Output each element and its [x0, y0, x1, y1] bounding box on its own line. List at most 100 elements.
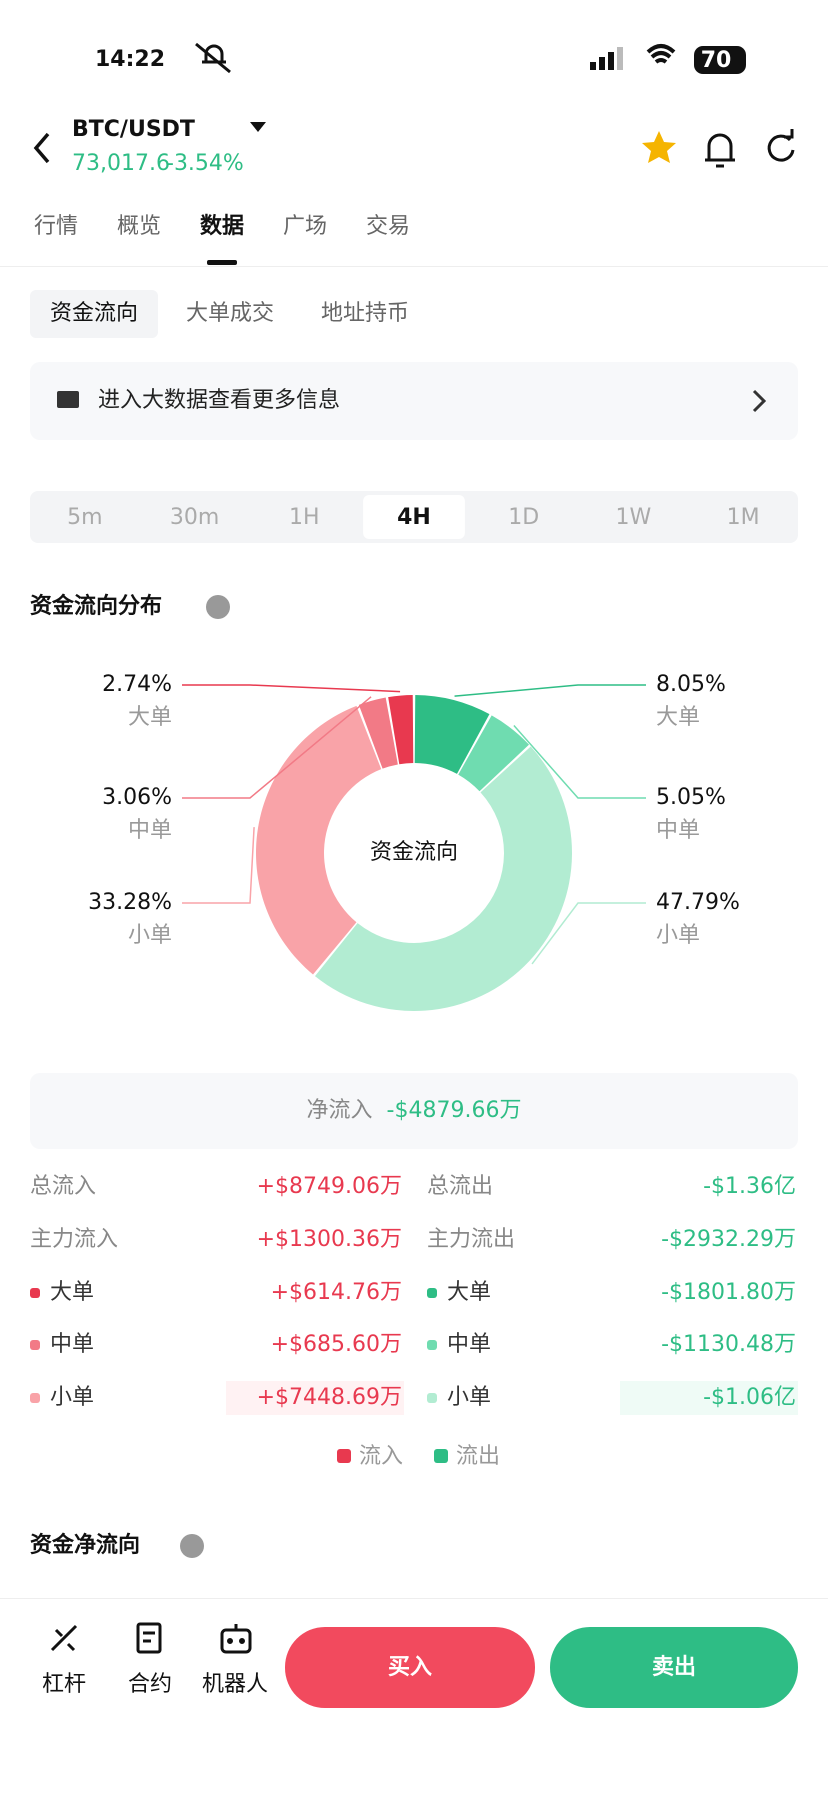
subtab[interactable]: 地址持币 — [321, 301, 409, 326]
donut-center-label: 资金流向 — [370, 840, 458, 865]
flow-label: 中单 — [447, 1332, 491, 1357]
value-highlight — [226, 1381, 404, 1415]
alert-bell[interactable] — [705, 133, 735, 168]
legend-dot — [427, 1340, 437, 1350]
donut-slice — [414, 695, 490, 774]
period-option[interactable]: 1W — [616, 505, 652, 530]
sell-label[interactable]: 卖出 — [652, 1654, 696, 1680]
donut-slice — [358, 697, 398, 769]
tab[interactable]: 行情 — [34, 214, 78, 239]
donut-slice — [388, 695, 414, 765]
legend-swatch — [337, 1449, 351, 1463]
banner-icon — [57, 391, 79, 408]
pair-title[interactable]: BTC/USDT — [72, 117, 195, 142]
legend-dot — [30, 1340, 40, 1350]
flow-label: 大单 — [50, 1280, 94, 1305]
leader-line — [531, 902, 646, 965]
dropdown-icon[interactable] — [250, 122, 266, 132]
slice-value-label: 2.74% — [102, 672, 172, 697]
subtab[interactable]: 大单成交 — [186, 301, 274, 326]
leader-line — [454, 684, 646, 697]
flow-value: -$1.36亿 — [703, 1174, 796, 1199]
slice-value-label: 8.05% — [656, 672, 726, 697]
sell-button[interactable] — [550, 1627, 798, 1708]
period-active-bg — [363, 495, 465, 539]
tab[interactable]: 概览 — [117, 214, 161, 239]
slice-category: 小单 — [128, 923, 172, 948]
mute-icon — [195, 42, 231, 74]
slice-category: 中单 — [128, 818, 172, 843]
divider — [0, 1598, 828, 1599]
flow-value: -$2932.29万 — [661, 1227, 796, 1252]
banner-text[interactable]: 进入大数据查看更多信息 — [98, 388, 340, 413]
net-flow-box — [30, 1073, 798, 1149]
flow-value: +$614.76万 — [271, 1280, 402, 1305]
tool-label[interactable]: 杠杆 — [42, 1672, 86, 1697]
slice-category: 大单 — [656, 705, 700, 730]
banner-chevron — [752, 389, 767, 413]
buy-label[interactable]: 买入 — [388, 1655, 432, 1680]
signal-icon — [590, 47, 623, 70]
donut-slice — [458, 715, 530, 792]
back-button[interactable] — [33, 132, 50, 164]
net-flow: 净流入 -$4879.66万 — [307, 1098, 522, 1123]
flow-value: -$1.06亿 — [703, 1385, 796, 1410]
tab[interactable]: 广场 — [283, 214, 327, 239]
tool-label[interactable]: 机器人 — [202, 1672, 268, 1697]
tab-underline — [207, 260, 237, 265]
leader-line — [182, 684, 401, 693]
donut-slice — [255, 705, 382, 975]
period-option[interactable]: 4H — [397, 505, 431, 530]
net-flow-label: 净流入 — [307, 1098, 373, 1123]
flow-label: 小单 — [50, 1385, 94, 1410]
legend-dot — [427, 1288, 437, 1298]
buy-button[interactable] — [285, 1627, 535, 1708]
info-icon[interactable] — [206, 595, 230, 619]
battery-level: 70 — [701, 48, 732, 73]
divider — [0, 266, 828, 267]
flow-value: -$1130.48万 — [661, 1332, 796, 1357]
legend-dot — [30, 1393, 40, 1403]
period-option[interactable]: 1M — [727, 505, 760, 530]
legend-dot — [427, 1393, 437, 1403]
leader-line — [182, 827, 255, 904]
tab[interactable]: 交易 — [366, 214, 410, 239]
status-time: 14:22 — [95, 47, 165, 72]
flow-label: 总流入 — [30, 1174, 96, 1199]
slice-category: 小单 — [656, 923, 700, 948]
info-icon[interactable] — [180, 1534, 204, 1558]
flow-value: +$1300.36万 — [257, 1227, 402, 1252]
flow-label: 小单 — [447, 1385, 491, 1410]
legend-swatch — [434, 1449, 448, 1463]
flow-label: 主力流出 — [427, 1227, 515, 1252]
tab[interactable]: 数据 — [200, 213, 244, 239]
tool-icons — [50, 1622, 252, 1654]
flow-label: 大单 — [447, 1280, 491, 1305]
section-title: 资金净流向 — [30, 1532, 140, 1558]
period-option[interactable]: 5m — [67, 505, 102, 530]
subtab[interactable]: 资金流向 — [50, 301, 138, 326]
slice-value-label: 3.06% — [102, 785, 172, 810]
price: 73,017.6 — [72, 151, 170, 176]
price-change: -3.54% — [166, 151, 244, 176]
banner-box[interactable] — [30, 362, 798, 440]
slice-value-label: 5.05% — [656, 785, 726, 810]
period-option[interactable]: 30m — [170, 505, 219, 530]
slice-category: 大单 — [128, 705, 172, 730]
legend-dot — [30, 1288, 40, 1298]
slice-value-label: 47.79% — [656, 890, 740, 915]
period-option[interactable]: 1H — [289, 505, 320, 530]
flow-value: +$8749.06万 — [257, 1174, 402, 1199]
favorite-star[interactable] — [642, 131, 676, 163]
share-icon[interactable] — [767, 129, 795, 162]
period-option[interactable]: 1D — [508, 505, 539, 530]
flow-label: 中单 — [50, 1332, 94, 1357]
flow-label: 总流出 — [427, 1174, 493, 1199]
slice-category: 中单 — [656, 818, 700, 843]
tool-label[interactable]: 合约 — [128, 1672, 172, 1697]
flow-value: +$685.60万 — [271, 1332, 402, 1357]
donut-slice — [314, 746, 572, 1011]
battery-icon — [694, 46, 746, 74]
